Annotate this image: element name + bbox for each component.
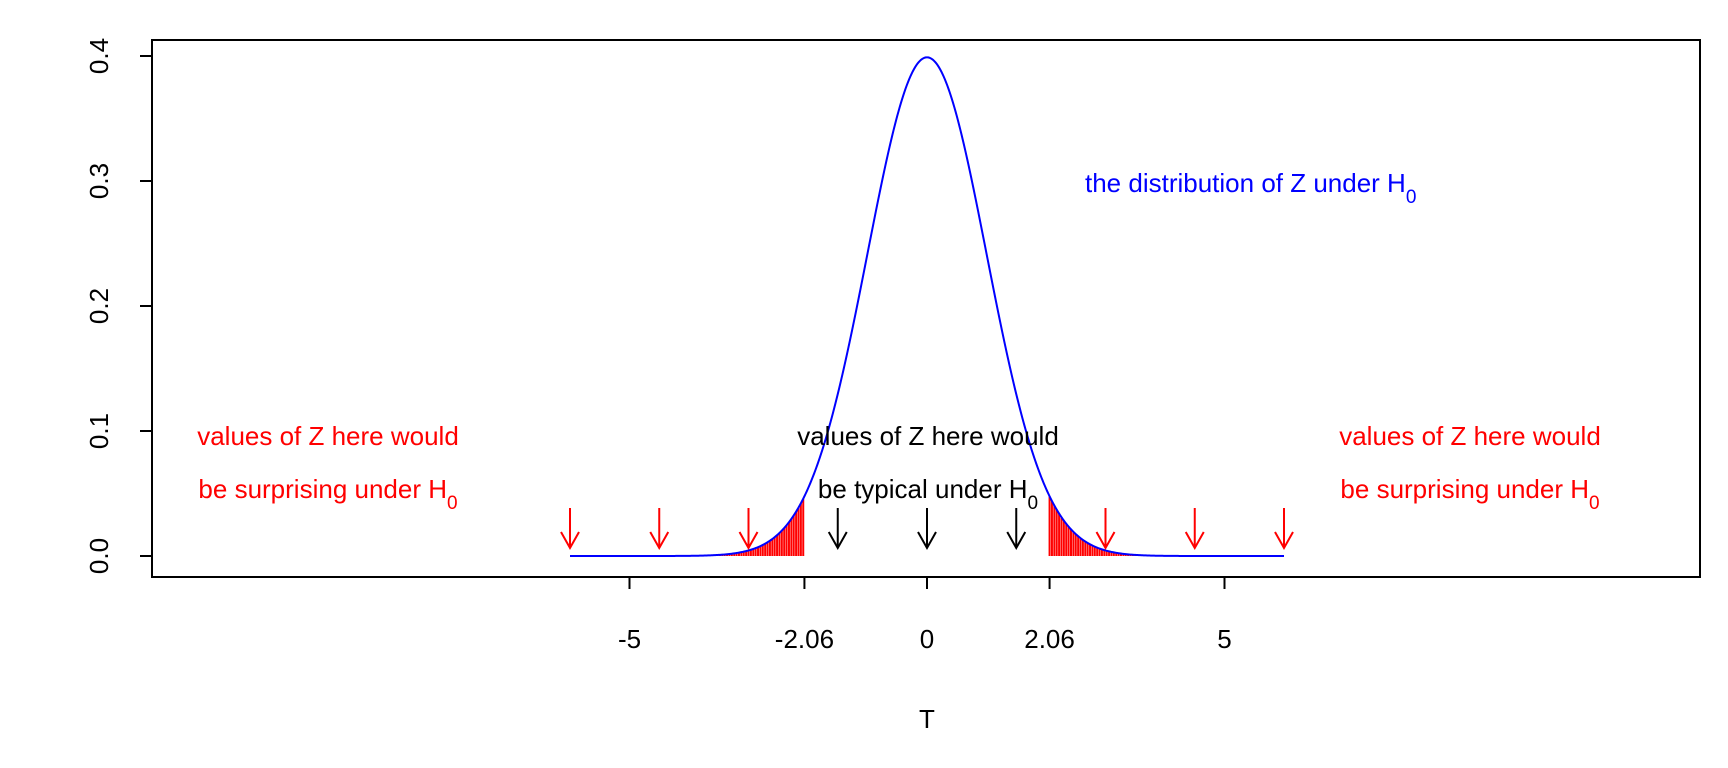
right-tail-annotation-line2: be surprising under H0 xyxy=(1340,474,1599,514)
x-axis: -5 -2.06 0 2.06 5 xyxy=(618,576,1232,654)
y-tick-label: 0.4 xyxy=(84,38,114,74)
down-arrow-icon xyxy=(827,508,848,551)
down-arrow-icon xyxy=(1184,508,1205,551)
center-annotation-line1: values of Z here would xyxy=(797,421,1059,451)
left-tail-annotation-line2: be surprising under H0 xyxy=(198,474,457,514)
down-arrow-icon xyxy=(560,508,580,551)
y-tick-label: 0.2 xyxy=(84,288,114,324)
y-tick-label: 0.1 xyxy=(84,413,114,449)
right-tail-annotation-line1: values of Z here would xyxy=(1339,421,1601,451)
y-axis: 0.0 0.1 0.2 0.3 0.4 xyxy=(84,38,153,574)
down-arrow-icon xyxy=(1006,508,1027,551)
density-curve xyxy=(570,56,1284,557)
down-arrow-icon xyxy=(649,508,670,551)
left-tail-annotation-line1: values of Z here would xyxy=(197,421,459,451)
x-tick-label: -2.06 xyxy=(775,624,834,654)
x-tick-label: 0 xyxy=(920,624,934,654)
x-tick-label: 2.06 xyxy=(1024,624,1075,654)
down-arrow-icon xyxy=(1095,508,1116,551)
x-axis-label: T xyxy=(919,704,935,734)
x-tick-label: 5 xyxy=(1217,624,1231,654)
down-arrow-icon xyxy=(1274,508,1294,551)
annotation-arrows xyxy=(560,508,1294,551)
x-tick-label: -5 xyxy=(618,624,641,654)
y-tick-label: 0.3 xyxy=(84,163,114,199)
down-arrow-icon xyxy=(738,508,759,551)
center-annotation-line2: be typical under H0 xyxy=(818,474,1038,514)
y-tick-label: 0.0 xyxy=(84,538,114,574)
distribution-annotation: the distribution of Z under H0 xyxy=(1085,168,1416,208)
down-arrow-icon xyxy=(917,508,937,551)
